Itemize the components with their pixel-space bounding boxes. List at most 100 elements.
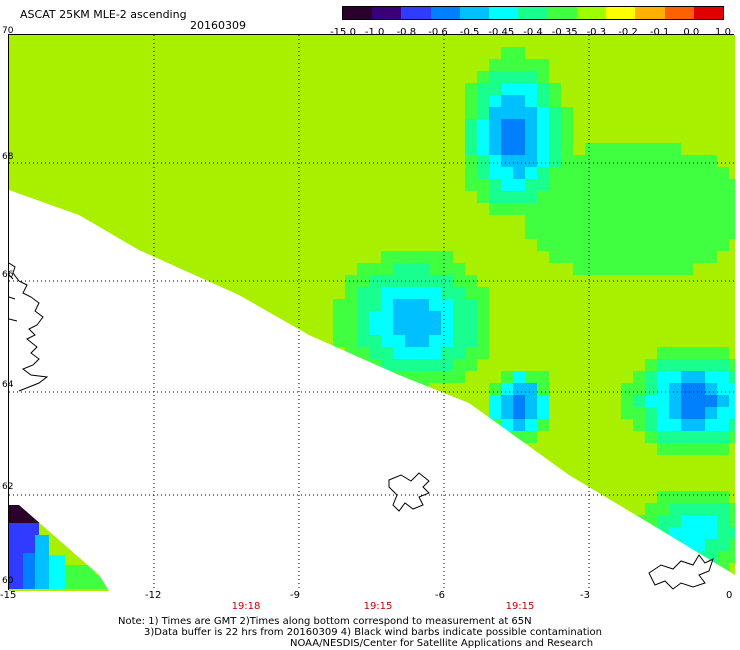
data-cell xyxy=(549,239,561,251)
data-cell xyxy=(729,371,740,383)
data-cell xyxy=(657,191,669,203)
colorbar-label: -0.5 xyxy=(459,27,480,38)
data-cell xyxy=(381,323,393,335)
data-cell xyxy=(393,299,405,311)
data-cell xyxy=(681,239,693,251)
data-cell xyxy=(561,131,573,143)
data-cell xyxy=(9,553,23,589)
colorbar xyxy=(342,6,724,20)
data-cell xyxy=(441,335,453,347)
data-cell xyxy=(465,323,477,335)
data-cell xyxy=(669,239,681,251)
data-cell xyxy=(345,323,357,335)
data-cell xyxy=(645,359,657,371)
data-cell xyxy=(669,251,681,263)
data-cell xyxy=(717,527,729,539)
data-cell xyxy=(717,551,729,563)
data-cell xyxy=(393,251,405,263)
data-cell xyxy=(609,203,621,215)
colorbar-label: -0.45 xyxy=(488,27,515,38)
data-cell xyxy=(669,359,681,371)
data-cell xyxy=(597,203,609,215)
data-cell xyxy=(489,95,501,107)
data-cell xyxy=(405,275,417,287)
data-cell xyxy=(9,523,39,553)
y-tick-label: 68 xyxy=(2,152,14,162)
data-cell xyxy=(345,311,357,323)
data-cell xyxy=(705,395,717,407)
data-cell xyxy=(501,383,513,395)
colorbar-label: -0.3 xyxy=(586,27,607,38)
data-cell xyxy=(669,407,681,419)
data-cell xyxy=(681,179,693,191)
data-cell xyxy=(417,287,429,299)
data-cell xyxy=(657,167,669,179)
data-cell xyxy=(561,191,573,203)
data-cell xyxy=(669,395,681,407)
data-cell xyxy=(369,311,381,323)
data-cell xyxy=(705,155,717,167)
data-cell xyxy=(561,215,573,227)
data-cell xyxy=(609,263,621,275)
data-cell xyxy=(525,95,537,107)
data-cell xyxy=(693,539,705,551)
data-cell xyxy=(333,311,345,323)
data-cell xyxy=(465,287,477,299)
data-cell xyxy=(537,239,549,251)
data-cell xyxy=(393,287,405,299)
data-cell xyxy=(465,275,477,287)
data-cell xyxy=(333,299,345,311)
data-cell xyxy=(657,407,669,419)
product-date: 20160309 xyxy=(190,19,246,32)
data-cell xyxy=(693,443,705,455)
data-cell xyxy=(561,251,573,263)
data-cell xyxy=(549,227,561,239)
x-tick-label: -15 xyxy=(0,590,17,601)
data-cell xyxy=(717,383,729,395)
data-cell xyxy=(417,347,429,359)
data-cell xyxy=(345,335,357,347)
data-cell xyxy=(549,179,561,191)
data-cell xyxy=(585,239,597,251)
data-cell xyxy=(693,395,705,407)
data-cell xyxy=(585,191,597,203)
data-cell xyxy=(393,359,405,371)
data-cell xyxy=(633,383,645,395)
data-cell xyxy=(489,395,501,407)
data-cell xyxy=(669,179,681,191)
data-cell xyxy=(657,215,669,227)
data-cell xyxy=(657,227,669,239)
data-cell xyxy=(621,407,633,419)
data-cell xyxy=(729,551,740,563)
data-cell xyxy=(657,263,669,275)
x-tick-label: -9 xyxy=(290,590,300,601)
colorbar-segment xyxy=(430,7,461,19)
data-cell xyxy=(729,395,740,407)
data-cell xyxy=(489,59,501,71)
data-cell xyxy=(645,371,657,383)
data-cell xyxy=(669,371,681,383)
data-cell xyxy=(693,203,705,215)
data-cell xyxy=(681,431,693,443)
data-cell xyxy=(465,311,477,323)
data-cell xyxy=(381,299,393,311)
data-cell xyxy=(477,347,489,359)
data-cell xyxy=(429,323,441,335)
data-cell xyxy=(537,191,549,203)
data-cell xyxy=(525,167,537,179)
colorbar-segment xyxy=(372,7,402,19)
colorbar-label: -0.1 xyxy=(649,27,670,38)
data-cell xyxy=(441,311,453,323)
data-cell xyxy=(633,419,645,431)
data-cell xyxy=(429,251,441,263)
data-cell xyxy=(693,491,705,503)
data-cell xyxy=(525,119,537,131)
data-cell xyxy=(657,491,669,503)
data-cell xyxy=(645,227,657,239)
data-cell xyxy=(693,359,705,371)
data-cell xyxy=(465,347,477,359)
data-cell xyxy=(681,419,693,431)
data-cell xyxy=(633,155,645,167)
data-cell xyxy=(609,155,621,167)
colorbar-segment xyxy=(576,7,607,19)
